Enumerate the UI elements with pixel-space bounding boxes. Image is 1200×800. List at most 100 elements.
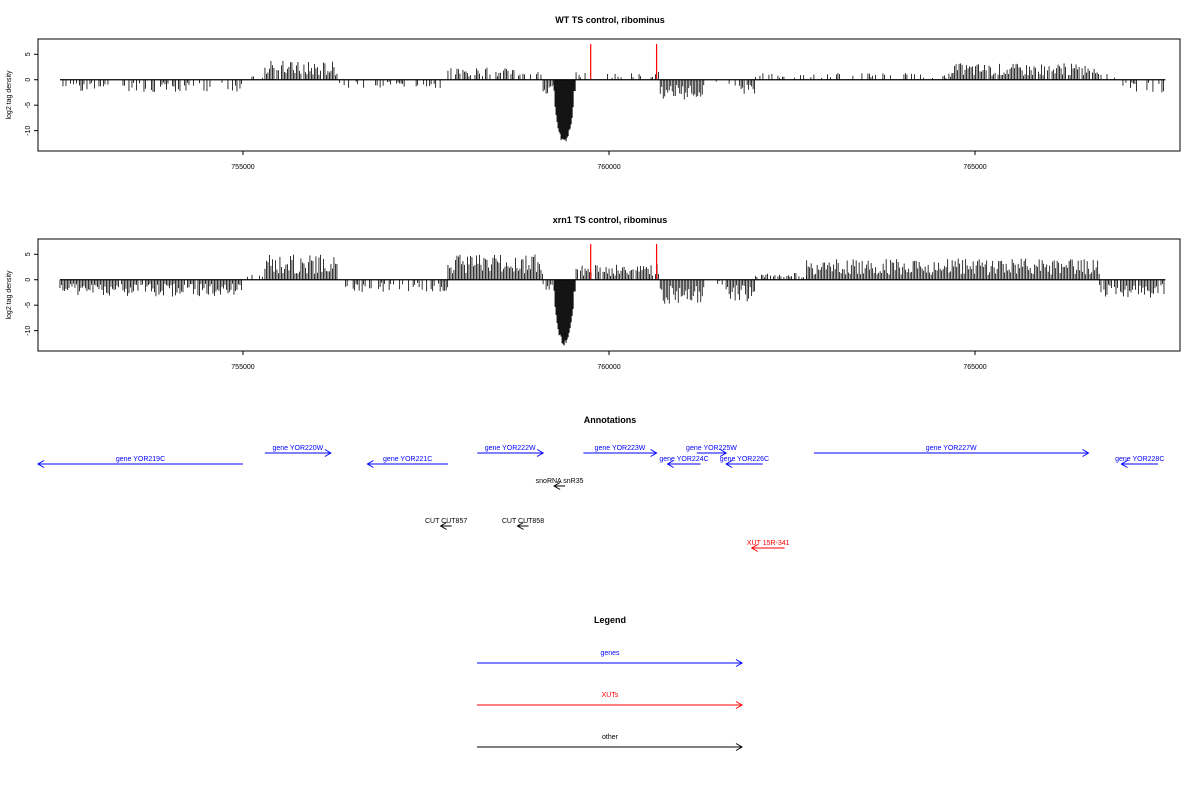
annotation-feature: gene YOR228C [1115,456,1164,468]
annotation-feature: gene YOR225W [686,445,737,457]
x-axis: 755000 760000 765000 [231,350,987,371]
feature-arrow [666,460,701,468]
y-tick-label: -5 [25,302,32,308]
legend-arrow [477,701,743,709]
arrow-head [37,460,45,468]
arrow-head [516,522,524,530]
feature-arrow [750,544,785,552]
arrow-head [750,544,759,552]
panel-title: WT TS control, ribominus [555,15,665,25]
legend-arrow [477,659,743,667]
x-tick-label: 760000 [597,364,620,371]
arrow-head [536,449,545,457]
legend-item: other [477,734,743,751]
feature-label: snoRNA snR35 [536,478,584,485]
annotation-feature: gene YOR227W [813,445,1090,457]
feature-arrow [516,522,529,530]
annotation-feature: gene YOR219C [37,456,243,468]
annotation-feature: gene YOR221C [366,456,448,468]
arrow-head [1082,449,1090,457]
feature-label: CUT CUT858 [502,518,544,525]
x-tick-label: 765000 [963,164,986,171]
feature-arrow [813,449,1090,457]
annotations-title: Annotations [584,415,637,425]
wt-density-panel: WT TS control, ribominus log2 tag densit… [6,15,1181,171]
annotation-feature: gene YOR223W [583,445,658,457]
y-tick-label: 0 [25,78,32,82]
annotation-feature: gene YOR222W [477,445,545,457]
y-tick-label: -10 [25,125,32,135]
annotation-feature: CUT CUT857 [425,518,467,530]
feature-arrow [366,460,448,468]
x-tick-label: 755000 [231,164,254,171]
legend-label: genes [600,650,620,657]
feature-arrow [1120,460,1159,468]
density-bars [62,60,1164,142]
legend-label: XUTs [602,692,619,699]
feature-label: gene YOR228C [1115,456,1164,463]
xrn1-density-panel: xrn1 TS control, ribominus log2 tag dens… [6,215,1181,371]
feature-label: gene YOR227W [926,445,977,452]
feature-label: gene YOR219C [116,456,165,463]
y-tick-label: 0 [25,278,32,282]
y-tick-label: -10 [25,325,32,335]
feature-arrow [725,460,763,468]
arrow-head [735,743,743,751]
y-axis-label: log2 tag density [6,70,13,120]
feature-label: gene YOR220W [272,445,323,452]
feature-arrow [264,449,332,457]
annotation-feature: CUT CUT858 [502,518,544,530]
feature-markers [590,44,658,80]
arrow-head [439,522,447,530]
arrow-head [324,449,332,457]
feature-label: gene YOR221C [383,456,432,463]
legend-item: genes [477,650,743,667]
legend-items: genes XUTs other [477,650,743,751]
x-tick-label: 760000 [597,164,620,171]
y-axis-label: log2 tag density [6,270,13,320]
feature-arrow [477,449,545,457]
annotation-feature: XUT 15R-341 [747,540,790,552]
y-axis: -10 -5 0 5 [25,252,39,336]
annotation-feature: gene YOR220W [264,445,332,457]
legend-label: other [602,734,619,741]
feature-label: gene YOR226C [720,456,769,463]
feature-label: CUT CUT857 [425,518,467,525]
legend-item: XUTs [477,692,743,709]
y-tick-label: 5 [25,252,32,256]
feature-arrow [583,449,658,457]
x-tick-label: 765000 [963,364,986,371]
feature-label: gene YOR224C [659,456,708,463]
feature-label: gene YOR225W [686,445,737,452]
arrow-head [725,460,733,468]
arrow-head [735,701,743,709]
arrow-head [666,460,674,468]
annotation-feature: gene YOR224C [659,456,709,468]
arrow-head [366,460,374,468]
legend-title: Legend [594,615,626,625]
x-tick-label: 755000 [231,364,254,371]
legend-arrow [477,743,743,751]
annotation-feature: snoRNA snR35 [536,478,584,490]
feature-markers [590,244,658,280]
feature-label: gene YOR223W [595,445,646,452]
feature-arrow [553,482,566,490]
feature-arrow [696,449,728,457]
y-tick-label: 5 [25,52,32,56]
legend: Legend genes XUTs other [477,615,743,751]
plot-frame [37,238,1181,352]
feature-label: XUT 15R-341 [747,540,790,547]
feature-label: gene YOR222W [485,445,536,452]
y-tick-label: -5 [25,102,32,108]
plot-frame [37,38,1181,152]
arrow-head [735,659,743,667]
feature-arrow [439,522,452,530]
arrow-head [1120,460,1128,468]
x-axis: 755000 760000 765000 [231,150,987,171]
density-bars [59,254,1165,346]
feature-list: gene YOR219C gene YOR220W gene YOR221C gene… [37,445,1164,552]
feature-arrow [37,460,243,468]
annotation-feature: gene YOR226C [720,456,769,468]
